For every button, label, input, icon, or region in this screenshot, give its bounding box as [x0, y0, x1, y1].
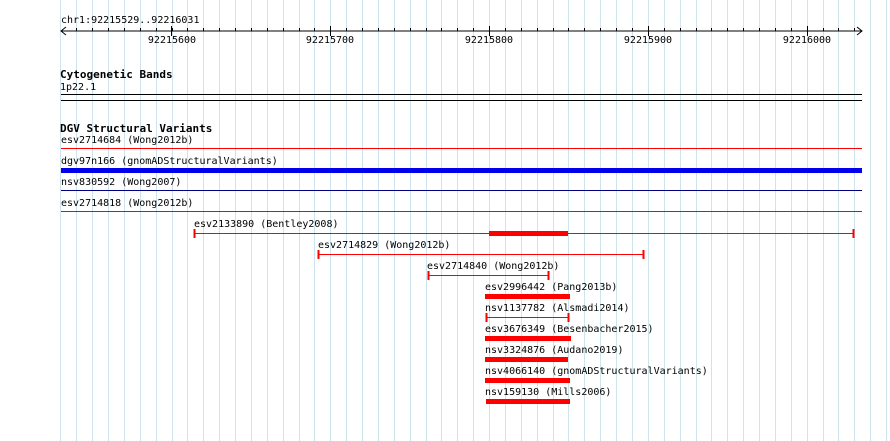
variant-label[interactable]: nsv159130 (Mills2006): [485, 387, 612, 398]
variant-bar[interactable]: [193, 229, 855, 238]
variant-label[interactable]: nsv3324876 (Audano2019): [485, 345, 624, 356]
variant-label[interactable]: esv2714684 (Wong2012b): [61, 135, 194, 146]
ruler-tick-label: 92215700: [305, 35, 355, 46]
variant-bar[interactable]: [486, 399, 570, 404]
variant-label[interactable]: nsv1137782 (Alsmadi2014): [485, 303, 630, 314]
variant-label[interactable]: nsv830592 (Wong2007): [61, 177, 182, 188]
variant-label[interactable]: esv2996442 (Pang2013b): [485, 282, 618, 293]
variant-label[interactable]: esv3676349 (Besenbacher2015): [485, 324, 654, 335]
variant-label[interactable]: esv2714840 (Wong2012b): [427, 261, 560, 272]
variant-label[interactable]: esv2714829 (Wong2012b): [318, 240, 451, 251]
variant-label[interactable]: nsv4066140 (gnomADStructuralVariants): [485, 366, 708, 377]
dgv-track-title: DGV Structural Variants: [60, 122, 213, 135]
variant-bar[interactable]: [485, 294, 570, 299]
variant-bar[interactable]: [485, 313, 570, 322]
ruler-tick-label: 92215800: [464, 35, 514, 46]
variant-label[interactable]: esv2133890 (Bentley2008): [194, 219, 339, 230]
cytoband-bar[interactable]: [0, 0, 890, 110]
variant-bar[interactable]: [485, 378, 570, 383]
variant-bar[interactable]: [317, 250, 645, 259]
ruler-range-label: chr1:92215529..92216031: [61, 15, 200, 26]
ruler-tick-label: 92216000: [782, 35, 832, 46]
ruler-axis: [60, 26, 863, 36]
variant-bar[interactable]: [485, 336, 571, 341]
ruler-tick-label: 92215600: [147, 35, 197, 46]
cytoband-label: 1p22.1: [60, 82, 97, 93]
cytobands-track-title: Cytogenetic Bands: [60, 68, 173, 81]
variant-label[interactable]: dgv97n166 (gnomADStructuralVariants): [61, 156, 278, 167]
variant-bar[interactable]: [485, 357, 568, 362]
variant-bar[interactable]: [61, 168, 862, 173]
variant-bar[interactable]: [427, 271, 550, 280]
variant-label[interactable]: esv2714818 (Wong2012b): [61, 198, 194, 209]
ruler-tick-label: 92215900: [623, 35, 673, 46]
